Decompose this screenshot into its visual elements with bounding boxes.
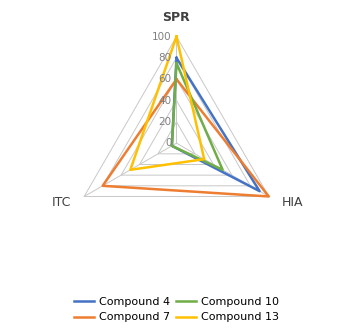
Text: 60: 60 bbox=[158, 74, 172, 84]
Text: SPR: SPR bbox=[163, 11, 190, 24]
Text: 100: 100 bbox=[152, 31, 172, 42]
Text: 20: 20 bbox=[158, 117, 172, 127]
Text: 0: 0 bbox=[165, 138, 172, 148]
Text: 40: 40 bbox=[158, 95, 172, 106]
Text: HIA: HIA bbox=[282, 196, 304, 209]
Text: ITC: ITC bbox=[52, 196, 71, 209]
Text: 80: 80 bbox=[158, 53, 172, 63]
Legend: Compound 4, Compound 7, Compound 10, Compound 13: Compound 4, Compound 7, Compound 10, Com… bbox=[74, 297, 279, 322]
